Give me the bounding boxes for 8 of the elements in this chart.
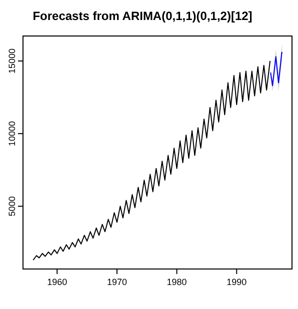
x-tick-label: 1960 <box>47 277 68 287</box>
y-tick-label: 15000 <box>7 48 17 74</box>
x-tick-label: 1980 <box>166 277 187 287</box>
y-tick-label: 10000 <box>7 121 17 146</box>
y-tick-label: 5000 <box>7 196 17 216</box>
chart-title: Forecasts from ARIMA(0,1,1)(0,1,2)[12] <box>32 9 252 23</box>
x-tick-label: 1970 <box>106 277 127 287</box>
x-tick-label: 1990 <box>226 277 247 287</box>
